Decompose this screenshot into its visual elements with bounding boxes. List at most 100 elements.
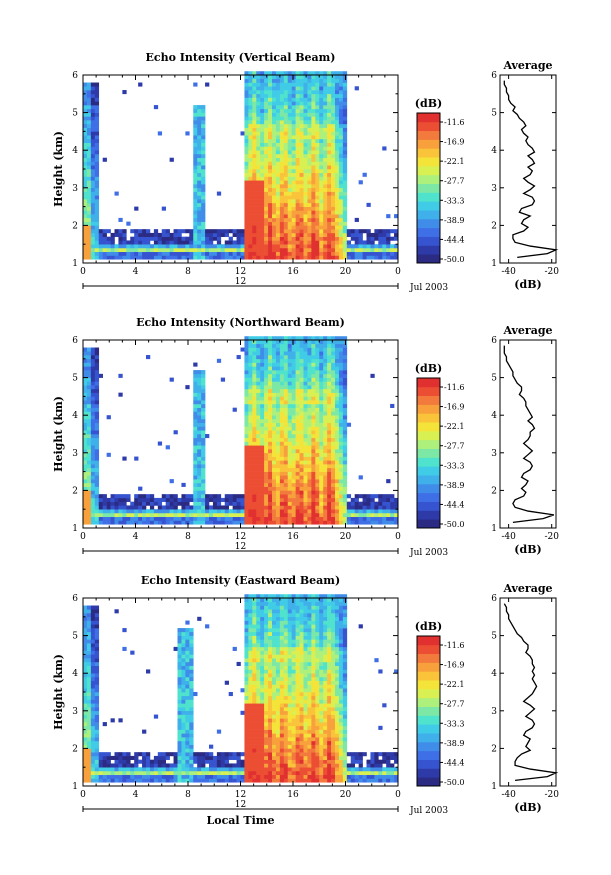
- heatmap-cell: [181, 505, 186, 510]
- heatmap-cell: [86, 127, 92, 132]
- profile-y-tick-label: 2: [491, 221, 497, 231]
- heatmap-cell: [197, 422, 202, 427]
- heatmap-cell: [287, 475, 292, 480]
- heatmap-cell: [299, 467, 304, 472]
- heatmap-cell: [335, 471, 340, 476]
- heatmap-cell: [177, 251, 182, 256]
- heatmap-cell: [346, 520, 352, 525]
- heatmap-cell: [323, 434, 328, 439]
- heatmap-cell: [283, 505, 289, 510]
- heatmap-cell: [252, 482, 257, 487]
- heatmap-cell: [303, 157, 308, 162]
- heatmap-cell: [248, 127, 253, 132]
- heatmap-cell: [201, 778, 206, 783]
- heatmap-cell: [299, 418, 304, 424]
- heatmap-cell: [342, 362, 348, 367]
- heatmap-cell: [335, 138, 340, 143]
- heatmap-cell: [327, 340, 332, 345]
- heatmap-cell: [311, 251, 316, 256]
- heatmap-cell: [275, 199, 281, 204]
- heatmap-cell: [319, 343, 324, 348]
- heatmap-cell: [138, 255, 143, 260]
- heatmap-cell: [342, 150, 348, 155]
- heatmap-cell: [338, 195, 344, 200]
- heatmap-cell: [94, 456, 100, 461]
- heatmap-cell: [315, 135, 320, 140]
- heatmap-cell: [295, 494, 300, 499]
- colorbar-tick-label: -44.4: [444, 235, 465, 244]
- heatmap-cell: [161, 244, 166, 249]
- heatmap-cell: [185, 244, 190, 249]
- heatmap-cell: [189, 650, 194, 655]
- heatmap-cell: [264, 146, 269, 151]
- heatmap-cell: [291, 449, 296, 454]
- heatmap-cell: [212, 520, 218, 525]
- heatmap-cell: [90, 430, 96, 435]
- heatmap-cell: [98, 512, 103, 518]
- heatmap-cell: [291, 464, 296, 469]
- heatmap-cell: [291, 135, 296, 140]
- heatmap-cell: [394, 509, 399, 514]
- heatmap-cell: [90, 82, 96, 87]
- heatmap-cell: [346, 516, 352, 521]
- heatmap-cell: [311, 377, 316, 382]
- heatmap-cell: [173, 244, 178, 249]
- heatmap-cell: [307, 184, 312, 189]
- heatmap-cell: [248, 112, 253, 117]
- heatmap-cell: [83, 748, 88, 753]
- heatmap-cell: [114, 191, 119, 196]
- heatmap-cell: [307, 210, 312, 215]
- heatmap-cell: [90, 172, 96, 177]
- heatmap-cell: [366, 501, 371, 506]
- heatmap-cell: [256, 86, 261, 91]
- heatmap-cell: [197, 127, 202, 132]
- heatmap-cell: [315, 187, 320, 192]
- heatmap-cell: [315, 497, 320, 502]
- heatmap-cell: [264, 512, 269, 518]
- heatmap-cell: [275, 418, 281, 424]
- heatmap-cell: [272, 187, 277, 192]
- heatmap-cell: [319, 135, 324, 140]
- heatmap-cell: [197, 396, 202, 401]
- heatmap-cell: [244, 520, 249, 525]
- heatmap-cell: [319, 112, 324, 117]
- heatmap-cell: [224, 505, 229, 510]
- heatmap-cell: [275, 120, 281, 125]
- heatmap-cell: [197, 251, 202, 256]
- heatmap-cell: [315, 418, 320, 424]
- heatmap-cell: [307, 217, 312, 222]
- heatmap-cell: [311, 392, 316, 397]
- heatmap-cell: [264, 396, 269, 401]
- heatmap-cell: [279, 244, 285, 249]
- heatmap-cell: [173, 255, 178, 260]
- heatmap-cell: [327, 97, 332, 102]
- heatmap-cell: [90, 153, 96, 159]
- heatmap-cell: [295, 464, 300, 469]
- heatmap-cell: [244, 172, 249, 177]
- heatmap-cell: [287, 418, 292, 424]
- heatmap-cell: [212, 516, 218, 521]
- heatmap-cell: [342, 206, 348, 211]
- heatmap-cell: [283, 221, 289, 226]
- heatmap-cell: [185, 688, 190, 693]
- heatmap-cell: [142, 512, 147, 518]
- heatmap-cell: [299, 75, 304, 80]
- heatmap-cell: [279, 71, 285, 76]
- heatmap-cell: [307, 479, 312, 484]
- heatmap-cell: [272, 195, 277, 200]
- heatmap-cell: [299, 347, 304, 352]
- heatmap-cell: [331, 236, 336, 241]
- heatmap-cell: [370, 501, 375, 506]
- heatmap-cell: [311, 112, 316, 117]
- heatmap-cell: [126, 221, 131, 226]
- heatmap-cell: [268, 381, 273, 386]
- heatmap-cell: [201, 123, 206, 128]
- heatmap-cell: [201, 467, 206, 472]
- heatmap-cell: [86, 169, 92, 174]
- heatmap-cell: [126, 763, 131, 768]
- heatmap-cell: [338, 86, 344, 91]
- heatmap-cell: [248, 415, 253, 420]
- heatmap-cell: [252, 392, 257, 397]
- heatmap-cell: [327, 123, 332, 128]
- heatmap-cell: [346, 240, 352, 245]
